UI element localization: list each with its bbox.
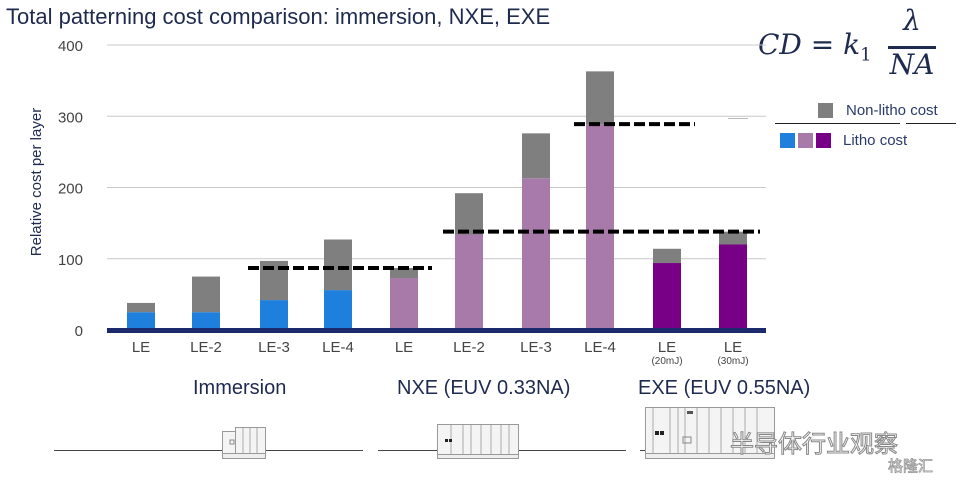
y-tick-label: 0 [75,323,83,340]
legend-swatch-litho-immersion [780,133,795,148]
legend-gridline-stub [728,118,748,119]
bar-litho-cost [260,300,288,330]
group-label-nxe: NXE (EUV 0.33NA) [397,377,571,399]
immersion-scanner-icon [222,427,266,459]
nxe-baseline [518,450,626,451]
legend-label-non-litho: Non-litho cost [846,102,938,119]
formula-denominator: NA [889,48,935,81]
x-tick-label: LE [395,339,413,356]
x-tick-label: LE-2 [190,339,222,356]
legend-divider [775,123,900,124]
bar-litho-cost [455,234,483,330]
nxe-baseline [378,450,438,451]
legend-divider [906,123,956,124]
group-label-exe: EXE (EUV 0.55NA) [638,377,811,399]
x-tick-label: LE-3 [258,339,290,356]
formula-fraction-bar [888,46,936,49]
y-tick-label: 200 [58,181,83,198]
bar-litho-cost [390,277,418,330]
reference-lines [248,122,760,271]
y-tick-label: 300 [58,109,83,126]
exe-baseline [640,450,646,451]
watermark-brand: 格隆汇 [888,458,934,476]
bar-litho-cost [719,244,747,330]
bar-non-litho-cost [522,133,550,179]
y-tick-labels: 0 100 200 300 400 [58,38,83,340]
y-axis-label: Relative cost per layer [28,108,45,256]
bar-non-litho-cost [192,276,220,313]
bar-litho-cost [324,290,352,330]
x-tick-label: LE-4 [322,339,354,356]
x-tick-sublabel: (30mJ) [717,356,748,367]
chart-title: Total patterning cost comparison: immers… [6,4,551,29]
bar-non-litho-cost [653,248,681,264]
cd-formula: CD = k1 λ NA [758,2,958,92]
formula-lhs-text: CD = k [758,28,861,61]
x-tick-label: LE [724,339,742,356]
exe-scanner-icon [645,407,775,459]
bar-litho-cost [192,312,220,330]
legend-swatch-litho-nxe [798,133,813,148]
legend: Non-litho cost Litho cost [728,96,956,156]
bar-non-litho-cost [586,71,614,125]
legend-swatch-litho-exe [816,133,831,148]
y-tick-label: 100 [58,252,83,269]
x-tick-sublabel: (20mJ) [651,356,682,367]
legend-item-non-litho: Non-litho cost [818,102,938,119]
bar-non-litho-cost [324,239,352,291]
legend-item-litho: Litho cost [780,132,907,149]
formula-subscript: 1 [860,44,872,66]
x-tick-label: LE-4 [584,339,616,356]
legend-label-litho: Litho cost [843,132,908,149]
bar-litho-cost [586,124,614,331]
x-axis [107,328,766,333]
x-tick-labels: LE LE-2 LE-3 LE-4 LE LE-2 LE-3 LE-4 LE(20mJ)LE(3… [132,339,749,367]
watermark-text: 半导体行业观察 [730,431,899,459]
bars [127,71,747,331]
bar-litho-cost [522,178,550,330]
formula-lhs: CD = k1 [758,28,872,66]
bar-non-litho-cost [719,231,747,245]
nxe-scanner-icon [437,424,519,459]
formula-numerator: λ [903,4,921,37]
x-tick-label: LE [132,339,150,356]
immersion-baseline [266,450,363,451]
bar-litho-cost [653,263,681,330]
y-tick-label: 400 [58,38,83,55]
x-tick-label: LE [658,339,676,356]
legend-swatch-non-litho [818,103,833,118]
bar-non-litho-cost [127,302,155,313]
group-label-immersion: Immersion [193,377,287,399]
bar-non-litho-cost [455,193,483,235]
x-tick-label: LE-3 [520,339,552,356]
x-tick-label: LE-2 [453,339,485,356]
bar-non-litho-cost [390,268,418,278]
immersion-baseline [54,450,222,451]
gridlines [107,44,766,260]
bar-litho-cost [127,312,155,330]
